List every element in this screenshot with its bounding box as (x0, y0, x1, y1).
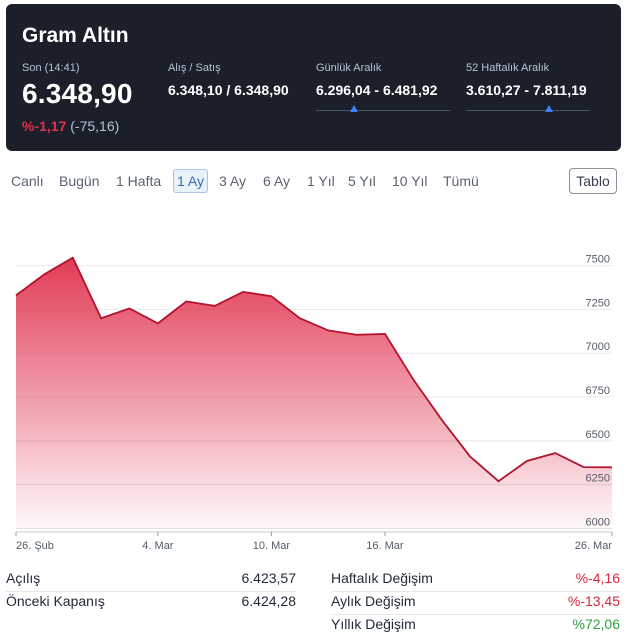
bid-ask-label: Alış / Satış (168, 62, 221, 74)
x-tick-label: 10. Mar (253, 540, 291, 552)
weekly-range-label: 52 Haftalık Aralık (466, 62, 550, 74)
stat-open: Açılış 6.423,57 (6, 570, 296, 592)
tab-10-yil[interactable]: 10 Yıl (392, 173, 428, 189)
daily-range-marker (349, 105, 358, 112)
y-tick-label: 6500 (586, 429, 610, 441)
x-tick-label: 26. Mar (575, 540, 613, 552)
tab-1-hafta[interactable]: 1 Hafta (116, 173, 162, 189)
stat-label: Aylık Değişim (331, 593, 416, 609)
tab-6-ay[interactable]: 6 Ay (263, 173, 290, 189)
bid-ask-value: 6.348,10 / 6.348,90 (168, 82, 289, 98)
divider (331, 614, 620, 615)
change-absolute: (-75,16) (70, 118, 120, 134)
daily-range-value: 6.296,04 - 6.481,92 (316, 82, 438, 98)
tab-1-yil[interactable]: 1 Yıl (307, 173, 335, 189)
stat-monthly-change: Aylık Değişim %-13,45 (331, 593, 620, 615)
change-percent: %-1,17 (22, 118, 67, 134)
weekly-range-bar (466, 110, 590, 111)
stat-label: Yıllık Değişim (331, 616, 416, 632)
stat-label: Haftalık Değişim (331, 570, 433, 586)
stat-prev-close: Önceki Kapanış 6.424,28 (6, 593, 296, 615)
tab-3-ay[interactable]: 3 Ay (219, 173, 246, 189)
tab-bugun[interactable]: Bugün (59, 173, 100, 189)
x-tick-label: 26. Şub (16, 540, 54, 552)
stat-value: %-13,45 (567, 593, 620, 609)
weekly-range-marker (545, 105, 554, 112)
stat-value: %-4,16 (575, 570, 620, 586)
tab-tumu[interactable]: Tümü (443, 173, 479, 189)
x-tick-label: 4. Mar (142, 540, 174, 552)
y-tick-label: 6750 (586, 385, 610, 397)
y-tick-label: 7250 (586, 297, 610, 309)
stat-value: %72,06 (572, 616, 620, 632)
divider (6, 591, 296, 592)
instrument-title: Gram Altın (22, 24, 129, 47)
y-tick-label: 7500 (586, 254, 610, 266)
price-header: Gram Altın Son (14:41) 6.348,90 %-1,17 (… (6, 4, 621, 151)
price-change: %-1,17 (-75,16) (22, 118, 119, 134)
tab-1-ay[interactable]: 1 Ay (173, 169, 208, 193)
stat-label: Önceki Kapanış (6, 593, 105, 609)
last-price: 6.348,90 (22, 78, 133, 109)
tab-canli[interactable]: Canlı (11, 173, 44, 189)
weekly-range-value: 3.610,27 - 7.811,19 (466, 82, 587, 98)
stat-weekly-change: Haftalık Değişim %-4,16 (331, 570, 620, 592)
tab-5-yil[interactable]: 5 Yıl (348, 173, 376, 189)
x-tick-label: 16. Mar (366, 540, 404, 552)
stat-yearly-change: Yıllık Değişim %72,06 (331, 616, 620, 636)
last-price-label: Son (14:41) (22, 62, 80, 74)
price-area (16, 257, 612, 532)
stat-label: Açılış (6, 570, 41, 586)
daily-range-label: Günlük Aralık (316, 62, 382, 74)
y-tick-label: 6000 (586, 516, 610, 528)
daily-range-bar (316, 110, 450, 111)
price-chart: 6000 6250 6500 6750 7000 7250 7500 26. Şub 4. M… (15, 254, 613, 552)
price-line (15, 256, 613, 483)
divider (331, 591, 620, 592)
y-tick-label: 6250 (586, 473, 610, 485)
period-tabs: Canlı Bugün 1 Hafta 1 Ay 3 Ay 6 Ay 1 Yıl… (0, 166, 627, 196)
y-tick-label: 7000 (586, 341, 610, 353)
table-view-button[interactable]: Tablo (569, 168, 617, 194)
stat-value: 6.423,57 (241, 570, 297, 586)
stat-value: 6.424,28 (241, 593, 297, 609)
